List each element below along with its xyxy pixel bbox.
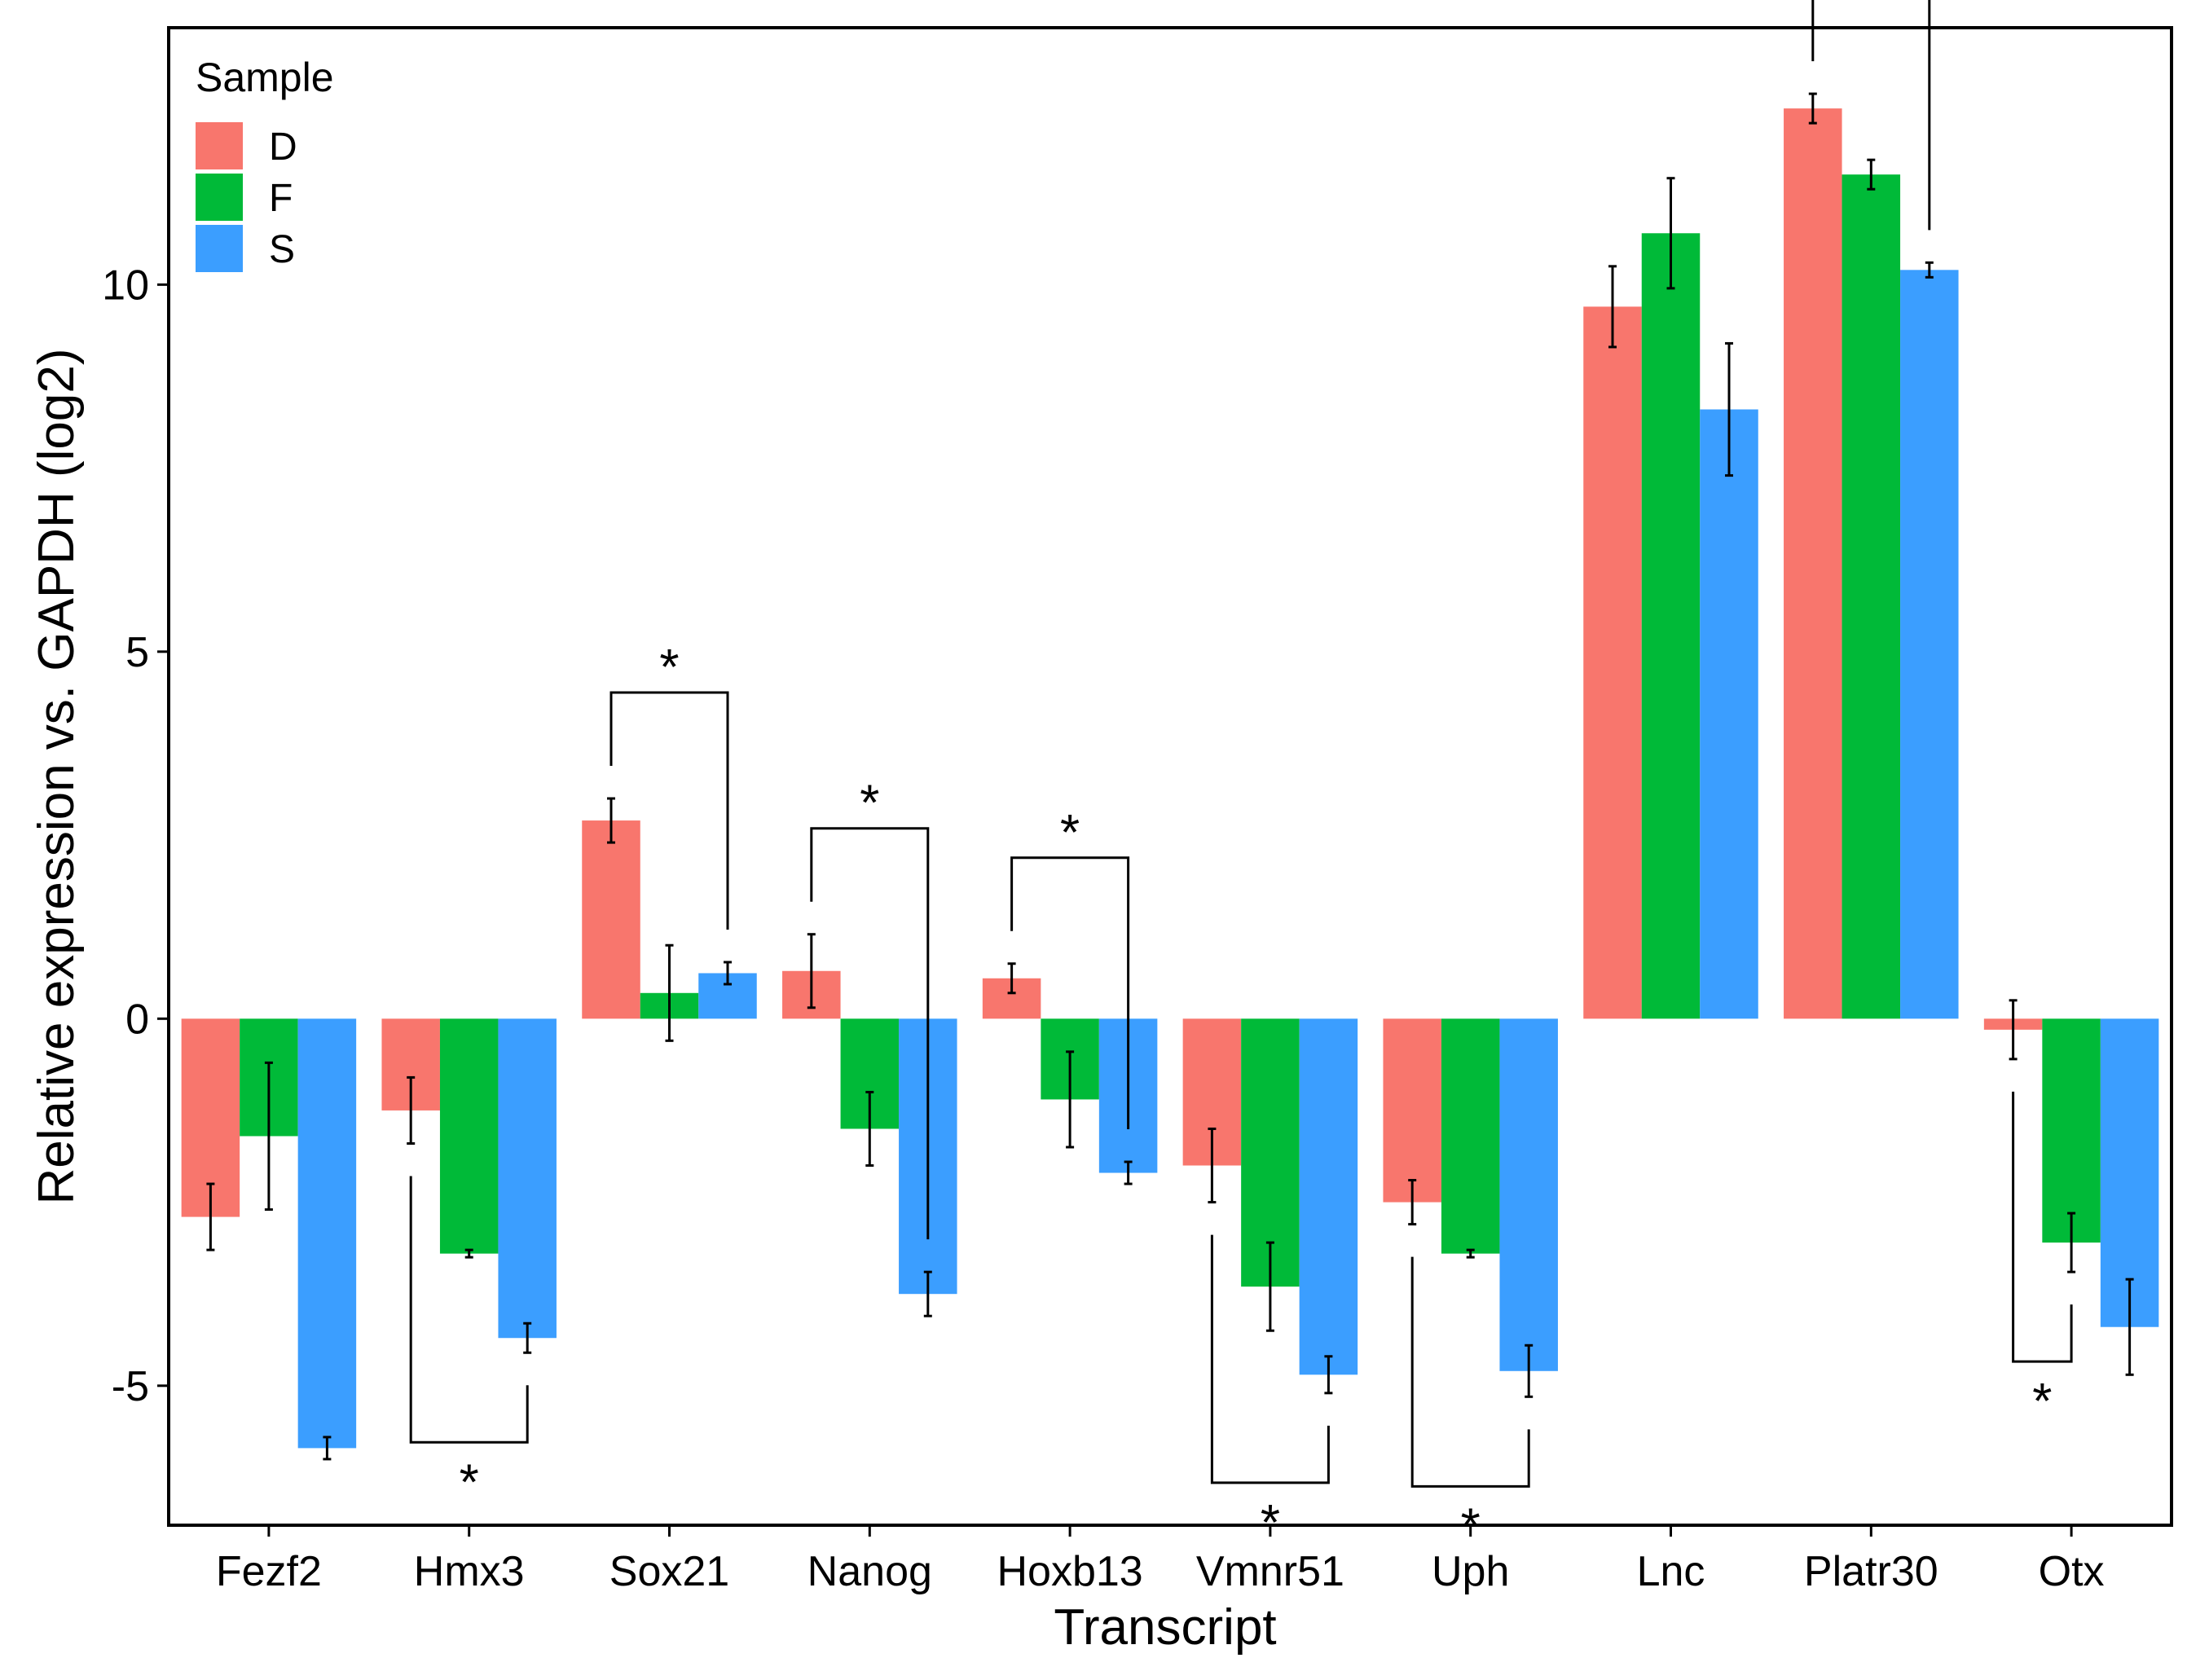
bar-uph-f: [1441, 1018, 1500, 1254]
y-tick-label: -5: [112, 1363, 149, 1410]
bar-platr30-s: [1900, 270, 1959, 1019]
legend-label: S: [269, 228, 295, 271]
bar-vmnr51-s: [1299, 1018, 1358, 1375]
x-tick-label-otx: Otx: [2039, 1548, 2105, 1595]
legend-label: F: [269, 177, 293, 220]
bars-layer: [181, 108, 2159, 1449]
significance-hmx3: *: [409, 1176, 529, 1511]
error-bar-lnc-d: [1608, 265, 1617, 349]
error-bar-hoxb13-d: [1007, 962, 1016, 995]
x-tick-label-nanog: Nanog: [807, 1548, 932, 1595]
x-tick-label-hoxb13: Hoxb13: [997, 1548, 1142, 1595]
error-bar-nanog-d: [807, 933, 816, 1009]
bar-otx-f: [2042, 1018, 2101, 1243]
error-bar-sox21-f: [665, 943, 674, 1042]
significance-sox21: *: [609, 640, 729, 930]
bar-hmx3-f: [439, 1018, 499, 1254]
error-bars-layer: [206, 92, 2134, 1461]
significance-star: *: [460, 1454, 479, 1511]
significance-platr30: *: [1811, 0, 1931, 231]
y-axis-title: Relative expression vs. GAPDH (log2): [29, 349, 85, 1205]
error-bar-hoxb13-s: [1124, 1160, 1133, 1185]
significance-otx: *: [2012, 1091, 2073, 1430]
bar-platr30-d: [1784, 108, 1842, 1019]
legend-item-s: S: [196, 225, 295, 272]
error-bar-nanog-s: [923, 1270, 932, 1317]
error-bar-vmnr51-s: [1324, 1355, 1333, 1395]
y-axis: -5 0 5 10: [102, 262, 169, 1410]
error-bar-uph-d: [1408, 1179, 1417, 1226]
bar-lnc-d: [1583, 306, 1642, 1019]
error-bar-uph-f: [1466, 1248, 1475, 1259]
error-bar-platr30-d: [1808, 92, 1817, 125]
error-bar-hmx3-s: [523, 1322, 532, 1354]
significance-star: *: [2032, 1374, 2052, 1430]
error-bar-platr30-f: [1867, 158, 1876, 191]
x-tick-label-fezf2: Fezf2: [216, 1548, 322, 1595]
significance-nanog: *: [810, 776, 930, 1240]
bar-sox21-d: [582, 820, 640, 1019]
significance-star: *: [1060, 805, 1080, 861]
error-bar-fezf2-s: [323, 1436, 332, 1461]
significance-vmnr51: *: [1210, 1234, 1330, 1551]
x-tick-label-hmx3: Hmx3: [414, 1548, 525, 1595]
error-bar-nanog-f: [865, 1090, 874, 1168]
bar-uph-d: [1383, 1018, 1441, 1203]
significance-star: *: [659, 640, 679, 696]
legend: Sample DFS: [196, 55, 334, 272]
error-bar-hmx3-d: [407, 1075, 416, 1145]
bar-lnc-f: [1641, 233, 1701, 1019]
legend-title: Sample: [196, 55, 334, 100]
bar-platr30-f: [1842, 174, 1901, 1019]
bar-otx-s: [2100, 1018, 2159, 1327]
legend-swatch: [196, 122, 243, 169]
significance-layer: ********: [409, 0, 2073, 1555]
error-bar-uph-s: [1525, 1344, 1534, 1398]
plot-panel-border: [167, 26, 2173, 1527]
legend-label: D: [269, 125, 297, 169]
error-bar-vmnr51-d: [1208, 1127, 1217, 1204]
significance-hoxb13: *: [1010, 805, 1130, 1130]
error-bar-vmnr51-f: [1265, 1241, 1274, 1332]
bar-hmx3-s: [498, 1018, 557, 1339]
error-bar-otx-f: [2067, 1212, 2076, 1273]
bar-uph-s: [1499, 1018, 1558, 1371]
legend-swatch: [196, 225, 243, 272]
error-bar-lnc-s: [1725, 341, 1733, 477]
x-axis: Fezf2 Hmx3 Sox21 Nanog Hoxb13 Vmnr51 Uph Lnc Pla…: [216, 1525, 2105, 1595]
y-tick-label: 5: [125, 629, 149, 676]
error-bar-otx-s: [2125, 1278, 2134, 1376]
error-bar-platr30-s: [1925, 261, 1934, 279]
error-bar-sox21-s: [724, 961, 732, 986]
x-tick-label-lnc: Lnc: [1637, 1548, 1705, 1595]
legend-item-f: F: [196, 174, 293, 221]
error-bar-otx-d: [2009, 999, 2018, 1061]
y-tick-label: 0: [125, 996, 149, 1043]
bar-lnc-s: [1700, 409, 1758, 1019]
significance-star: *: [860, 776, 879, 832]
bar-fezf2-s: [297, 1018, 357, 1449]
error-bar-fezf2-f: [264, 1061, 273, 1212]
error-bar-sox21-d: [607, 797, 615, 844]
x-axis-title: Transcript: [1054, 1599, 1276, 1656]
error-bar-hmx3-f: [464, 1248, 473, 1259]
error-bar-fezf2-d: [206, 1182, 215, 1251]
legend-items: DFS: [196, 122, 297, 272]
x-tick-label-uph: Uph: [1432, 1548, 1509, 1595]
significance-star: *: [1261, 1495, 1280, 1551]
x-tick-label-vmnr51: Vmnr51: [1196, 1548, 1344, 1595]
y-tick-label: 10: [102, 262, 149, 309]
error-bar-hoxb13-f: [1066, 1050, 1075, 1149]
error-bar-lnc-f: [1666, 177, 1675, 290]
x-tick-label-sox21: Sox21: [609, 1548, 729, 1595]
legend-item-d: D: [196, 122, 297, 169]
legend-swatch: [196, 174, 243, 221]
x-tick-label-platr30: Platr30: [1804, 1548, 1938, 1595]
